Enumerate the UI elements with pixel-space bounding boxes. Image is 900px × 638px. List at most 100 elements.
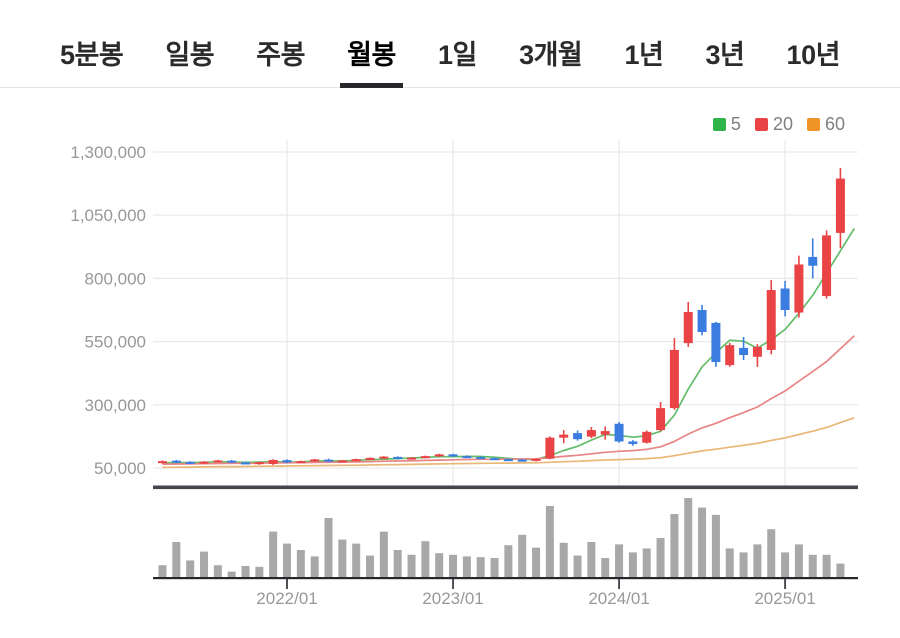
volume-bar [559,542,568,578]
y-tick-1300000: 1,300,000 [70,143,146,162]
period-tabbar: 5분봉 일봉 주봉 월봉 1일 3개월 1년 3년 10년 [0,18,900,88]
candles [158,167,845,465]
candle [171,459,181,464]
candle [490,457,500,461]
y-tick-550000: 550,000 [85,333,146,352]
ma5-legend-label: 5 [730,114,741,134]
candle [351,458,361,462]
candle [324,458,334,463]
volume-bar [781,552,790,578]
volume-bar [449,554,458,578]
candle [476,456,486,460]
volume-bar [310,556,319,578]
volume-bar [794,544,803,578]
tab-3month[interactable]: 3개월 [519,40,583,70]
x-tick-2022-01: 2022/01 [256,589,317,608]
volume-bar [200,551,209,578]
candle [434,453,444,457]
tab-5min-candle[interactable]: 5분봉 [60,40,124,70]
volume-bar [739,552,748,578]
tab-monthly-candle[interactable]: 월봉 [340,33,403,88]
volume-bar [172,542,181,578]
candle [794,255,804,318]
volume-bar [711,514,720,578]
volume-bar [255,566,264,578]
y-tick-1050000: 1,050,000 [70,206,146,225]
volume-bar [241,566,250,578]
volume-bar [518,534,527,578]
tab-daily-candle[interactable]: 일봉 [165,40,215,70]
candle [158,460,167,464]
volume-bar [158,565,167,578]
candle [697,304,707,336]
ma20-color-swatch [754,118,768,131]
volume-bar [836,563,845,578]
volume-bar [379,531,388,578]
volume-bar [753,544,762,578]
volume-bar [352,543,361,578]
candle [835,167,845,249]
volume-bar [615,544,624,578]
candle [379,456,389,459]
volume-bars [158,498,845,578]
ma60-line [162,416,855,469]
tab-weekly-candle[interactable]: 주봉 [256,40,305,70]
candle [185,461,195,464]
x-tick-2025-01: 2025/01 [754,589,815,608]
tab-10year[interactable]: 10년 [786,40,841,70]
volume-bar [767,529,776,578]
volume-bar [213,565,222,578]
candle [808,238,818,279]
volume-bar [670,514,679,578]
y-tick-800000: 800,000 [85,269,146,288]
volume-bar [573,555,582,578]
candle [822,230,832,299]
tab-1year[interactable]: 1년 [624,40,664,70]
volume-bar [601,558,610,578]
x-tick-2024-01: 2024/01 [588,589,649,608]
candle [448,453,458,457]
y-tick-300000: 300,000 [85,396,146,415]
candle [337,459,347,463]
volume-bar [462,556,471,578]
candle [268,459,278,465]
candle [683,301,693,347]
volume-bar [435,553,444,578]
chart-plot-area[interactable] [152,130,858,580]
y-tick-50000: 50,000 [94,459,146,478]
candle [310,458,320,462]
candle [241,461,251,465]
ma-legend-item-60: 60 [806,114,845,135]
chart-frame [153,485,858,589]
volume-bar [421,541,430,578]
ma-legend-item-20: 20 [754,114,793,135]
candle [711,321,721,367]
candle [780,280,790,317]
candle [545,436,555,460]
volume-bar [186,560,195,578]
candle [669,338,679,410]
candle [213,459,223,463]
ma-legend: 5 20 60 [712,114,845,135]
candle [600,426,610,440]
volume-bar [642,548,651,578]
candle [531,458,541,462]
candle [420,455,430,459]
volume-bar [476,557,485,578]
tab-1day[interactable]: 1일 [438,40,477,70]
candle [199,461,209,464]
candle [656,402,666,432]
volume-bar [227,571,236,578]
candle [642,430,652,444]
candle [282,459,292,464]
volume-bar [407,554,416,578]
volume-bar [324,518,333,578]
volume-bar [269,531,278,578]
candle [517,458,527,462]
volume-bar [587,542,596,578]
candle [614,421,624,443]
volume-bar [366,555,375,578]
tab-3year[interactable]: 3년 [705,40,745,70]
